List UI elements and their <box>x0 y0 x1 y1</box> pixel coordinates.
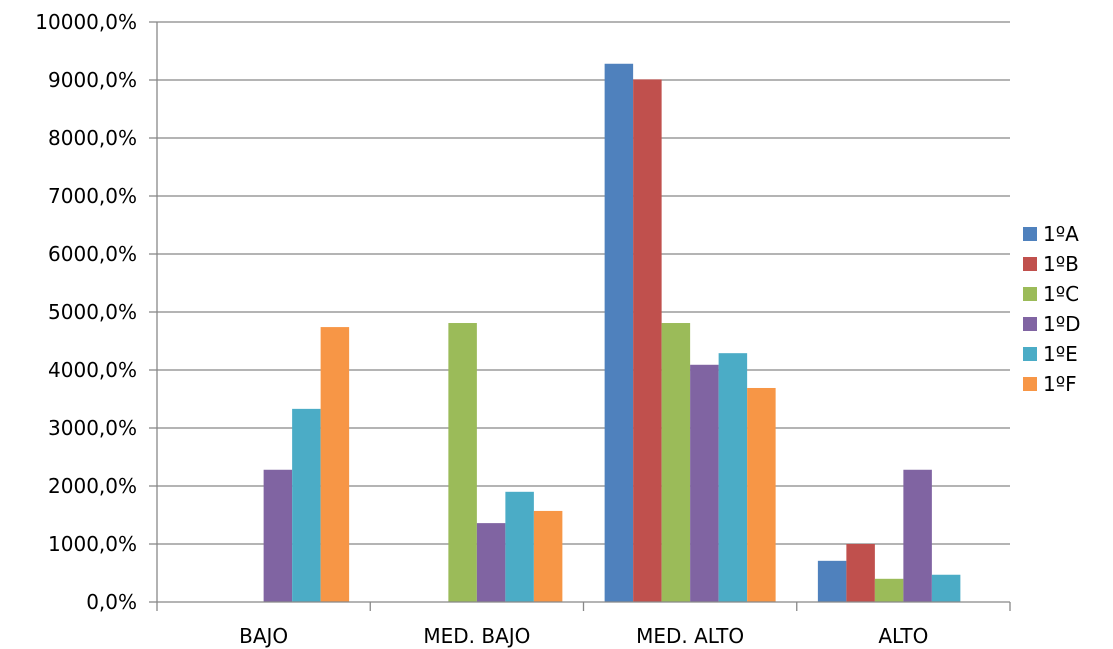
legend-swatch <box>1023 227 1037 241</box>
bar-med-bajo-series-6 <box>533 510 563 602</box>
bar-bajo-series-4 <box>263 469 293 602</box>
x-category-label: ALTO <box>878 624 928 648</box>
y-tick-label: 2000,0% <box>48 474 137 498</box>
bar-med-bajo-series-4 <box>476 523 506 602</box>
legend-label: 1ºA <box>1043 222 1079 246</box>
bar-bajo-series-5 <box>292 408 321 602</box>
legend-swatch <box>1023 287 1037 301</box>
legend-label: 1ºE <box>1043 342 1078 366</box>
bar-med-bajo-series-3 <box>448 323 477 602</box>
bar-alto-series-1 <box>817 560 847 602</box>
bar-alto-series-4 <box>903 469 932 602</box>
y-axis-ticks: 0,0% 1000,0% 2000,0% 3000,0% 4000,0% 5000,0% 6… <box>35 10 157 614</box>
legend-label: 1ºC <box>1043 282 1079 306</box>
bar-med-alto-series-4 <box>690 364 719 602</box>
gridlines <box>157 21 1010 545</box>
y-tick-label: 0,0% <box>86 590 137 614</box>
y-tick-label: 10000,0% <box>35 10 137 34</box>
bar-med-alto-series-3 <box>661 323 691 602</box>
legend-swatch <box>1023 257 1037 271</box>
bar-bajo-series-6 <box>320 327 350 602</box>
legend-swatch <box>1023 317 1037 331</box>
x-axis-categories: BAJO MED. BAJO MED. ALTO ALTO <box>239 624 928 648</box>
bar-alto-series-5 <box>931 574 961 602</box>
bar-alto-series-3 <box>874 578 904 602</box>
bar-med-alto-series-1 <box>604 63 634 602</box>
x-category-label: MED. ALTO <box>636 624 744 648</box>
legend-swatch <box>1023 377 1037 391</box>
bar-med-bajo-series-5 <box>505 491 534 602</box>
y-tick-label: 3000,0% <box>48 416 137 440</box>
x-category-label: BAJO <box>239 624 288 648</box>
legend-label: 1ºD <box>1043 312 1081 336</box>
bar-alto-series-2 <box>846 544 875 602</box>
y-tick-label: 5000,0% <box>48 300 137 324</box>
bar-med-alto-series-6 <box>747 387 776 602</box>
y-tick-label: 6000,0% <box>48 242 137 266</box>
y-tick-label: 1000,0% <box>48 532 137 556</box>
y-tick-label: 4000,0% <box>48 358 137 382</box>
y-tick-label: 8000,0% <box>48 126 137 150</box>
y-tick-label: 7000,0% <box>48 184 137 208</box>
y-tick-label: 9000,0% <box>48 68 137 92</box>
bar-med-alto-series-5 <box>718 353 748 602</box>
bar-med-alto-series-2 <box>633 79 662 603</box>
x-category-label: MED. BAJO <box>423 624 530 648</box>
legend-label: 1ºB <box>1043 252 1079 276</box>
legend: 1ºA 1ºB 1ºC 1ºD 1ºE 1ºF <box>1023 222 1081 396</box>
bars <box>263 63 961 603</box>
legend-label: 1ºF <box>1043 372 1077 396</box>
legend-swatch <box>1023 347 1037 361</box>
